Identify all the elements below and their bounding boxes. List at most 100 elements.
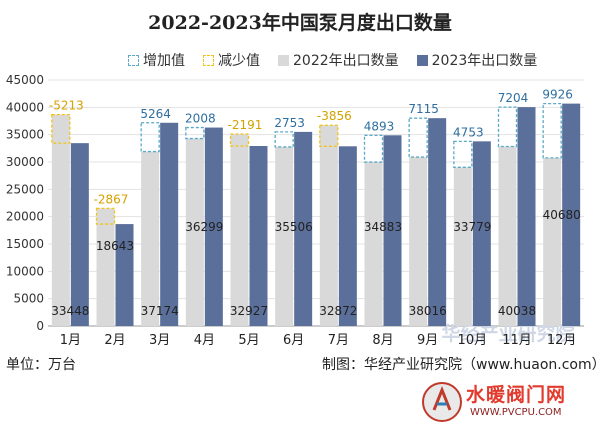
bar-2022-6	[275, 146, 294, 326]
x-tick-label-1: 1月	[60, 333, 81, 348]
decrease-box-2	[95, 207, 116, 225]
y-tick-label-8: 40000	[6, 100, 44, 114]
bar-2022-7	[319, 125, 338, 326]
difference-label-11: 7204	[498, 91, 529, 105]
difference-label-6: 2753	[274, 116, 305, 130]
value-label-2023-5: 32927	[230, 304, 268, 318]
bar-2023-7	[338, 146, 357, 326]
y-tick-label-0: 0	[36, 319, 44, 333]
x-tick-label-5: 5月	[238, 333, 259, 348]
source-label: 制图：华经产业研究院（www.huaon.com）	[322, 357, 600, 373]
difference-label-1: -5213	[49, 99, 84, 113]
watermark-text: 华经产业研究院	[441, 322, 574, 345]
bar-2023-2	[115, 224, 134, 326]
decrease-box-1	[51, 114, 71, 144]
legend-label-2023: 2023年出口数量	[431, 53, 538, 69]
difference-label-12: 9926	[542, 88, 573, 102]
y-tick-label-4: 20000	[6, 210, 44, 224]
increase-box-4	[185, 126, 205, 140]
legend-item-decrease: 减少值	[203, 50, 260, 70]
increase-box-8	[363, 134, 384, 163]
y-tick-label-2: 10000	[6, 264, 44, 278]
chart-legend: 增加值 减少值 2022年出口数量 2023年出口数量	[128, 50, 537, 70]
legend-label-increase: 增加值	[143, 53, 185, 69]
value-label-2023-1: 33448	[51, 304, 89, 318]
difference-label-9: 7115	[408, 102, 439, 116]
bar-2023-5	[249, 145, 268, 326]
x-tick-label-11: 11月	[502, 333, 532, 348]
value-label-2023-6: 35506	[275, 220, 313, 234]
logo-icon	[422, 382, 462, 422]
bar-2022-10	[453, 167, 472, 326]
x-tick-label-9: 9月	[417, 333, 438, 348]
value-label-2023-10: 33779	[453, 220, 491, 234]
y-tick-label-1: 5000	[13, 292, 44, 306]
increase-box-11	[497, 106, 518, 148]
value-label-2023-12: 40680	[543, 208, 581, 222]
value-label-2023-4: 36299	[185, 220, 223, 234]
increase-box-10	[453, 140, 473, 168]
difference-label-5: -2191	[228, 118, 263, 132]
difference-label-4: 2008	[185, 112, 216, 126]
y-tick-label-6: 30000	[6, 155, 44, 169]
legend-item-increase: 增加值	[128, 50, 185, 70]
y-tick-label-3: 15000	[6, 237, 44, 251]
increase-box-9	[408, 117, 428, 158]
x-tick-label-3: 3月	[149, 333, 170, 348]
x-tick-label-12: 12月	[547, 333, 577, 348]
bar-2023-6	[294, 131, 313, 326]
difference-label-10: 4753	[453, 125, 484, 139]
logo-text: 水暖阀门网	[466, 384, 567, 406]
difference-label-7: -3856	[317, 109, 352, 123]
x-tick-label-6: 6月	[283, 333, 304, 348]
difference-label-3: 5264	[140, 107, 171, 121]
bar-2022-4	[185, 138, 204, 326]
bar-2023-10	[472, 141, 491, 326]
legend-item-2023: 2023年出口数量	[416, 50, 538, 70]
legend-swatch-decrease	[203, 54, 214, 66]
value-label-2023-11: 40038	[498, 304, 536, 318]
bar-2022-5	[230, 134, 249, 326]
bar-2023-3	[160, 122, 179, 326]
increase-box-3	[140, 122, 160, 153]
bar-2022-2	[96, 208, 115, 326]
difference-label-2: -2867	[94, 192, 129, 206]
legend-swatch-2023	[416, 54, 428, 66]
value-label-2023-2: 18643	[96, 239, 134, 253]
y-tick-label-5: 25000	[6, 182, 44, 196]
value-label-2023-8: 34883	[364, 220, 402, 234]
increase-box-12	[542, 102, 562, 159]
legend-label-2022: 2022年出口数量	[293, 53, 399, 69]
legend-label-decrease: 减少值	[218, 53, 260, 69]
legend-swatch-increase	[128, 54, 139, 66]
increase-box-6	[274, 131, 294, 148]
unit-label: 单位：万台	[6, 357, 76, 373]
logo-url: WWW.PVCPU.COM	[470, 407, 562, 418]
bar-2022-1	[51, 114, 70, 326]
difference-label-8: 4893	[364, 119, 395, 133]
legend-item-2022: 2022年出口数量	[278, 50, 399, 70]
bar-2023-4	[204, 127, 223, 327]
bar-2023-9	[428, 118, 447, 326]
value-label-2023-7: 32872	[319, 304, 357, 318]
bar-2023-8	[383, 135, 402, 326]
y-tick-label-7: 35000	[6, 128, 44, 142]
bar-2023-1	[70, 143, 89, 326]
bar-2022-9	[409, 157, 428, 326]
x-tick-label-2: 2月	[104, 333, 125, 348]
x-tick-label-10: 10月	[458, 333, 488, 348]
x-tick-label-8: 8月	[372, 333, 393, 348]
x-tick-label-4: 4月	[194, 333, 215, 348]
value-label-2023-9: 38016	[409, 304, 447, 318]
bar-2023-12	[562, 103, 581, 326]
bar-2022-12	[543, 157, 562, 326]
bar-2022-8	[364, 162, 383, 326]
decrease-box-7	[319, 124, 339, 147]
legend-swatch-2022	[278, 54, 289, 66]
bar-2022-11	[498, 146, 517, 326]
bar-2023-11	[517, 107, 536, 326]
y-tick-label-9: 45000	[6, 73, 44, 87]
chart-title: 2022-2023年中国泵月度出口数量	[148, 12, 452, 34]
site-logo: 水暖阀门网 WWW.PVCPU.COM	[420, 380, 598, 426]
